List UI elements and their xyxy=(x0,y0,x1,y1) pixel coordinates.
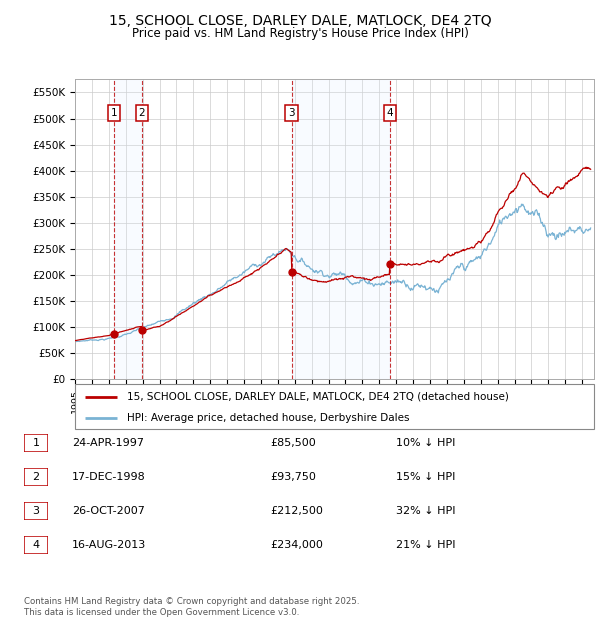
Text: 21% ↓ HPI: 21% ↓ HPI xyxy=(396,540,455,550)
FancyBboxPatch shape xyxy=(24,502,48,520)
Text: 3: 3 xyxy=(289,108,295,118)
Text: 4: 4 xyxy=(386,108,393,118)
Text: Contains HM Land Registry data © Crown copyright and database right 2025.: Contains HM Land Registry data © Crown c… xyxy=(24,597,359,606)
Text: 16-AUG-2013: 16-AUG-2013 xyxy=(72,540,146,550)
Bar xyxy=(292,79,390,379)
Text: 17-DEC-1998: 17-DEC-1998 xyxy=(72,472,146,482)
Text: 15% ↓ HPI: 15% ↓ HPI xyxy=(396,472,455,482)
FancyBboxPatch shape xyxy=(24,468,48,487)
Text: 15, SCHOOL CLOSE, DARLEY DALE, MATLOCK, DE4 2TQ: 15, SCHOOL CLOSE, DARLEY DALE, MATLOCK, … xyxy=(109,14,491,28)
FancyBboxPatch shape xyxy=(24,434,48,453)
Text: 15, SCHOOL CLOSE, DARLEY DALE, MATLOCK, DE4 2TQ (detached house): 15, SCHOOL CLOSE, DARLEY DALE, MATLOCK, … xyxy=(127,392,509,402)
Text: £212,500: £212,500 xyxy=(270,506,323,516)
Text: 1: 1 xyxy=(111,108,118,118)
Text: 2: 2 xyxy=(32,472,40,482)
Text: This data is licensed under the Open Government Licence v3.0.: This data is licensed under the Open Gov… xyxy=(24,608,299,617)
Text: Price paid vs. HM Land Registry's House Price Index (HPI): Price paid vs. HM Land Registry's House … xyxy=(131,27,469,40)
Text: 2: 2 xyxy=(139,108,145,118)
Text: 1: 1 xyxy=(32,438,40,448)
Text: £85,500: £85,500 xyxy=(270,438,316,448)
Text: 26-OCT-2007: 26-OCT-2007 xyxy=(72,506,145,516)
Text: 32% ↓ HPI: 32% ↓ HPI xyxy=(396,506,455,516)
FancyBboxPatch shape xyxy=(24,536,48,554)
Text: 24-APR-1997: 24-APR-1997 xyxy=(72,438,144,448)
Text: £93,750: £93,750 xyxy=(270,472,316,482)
Text: £234,000: £234,000 xyxy=(270,540,323,550)
Text: 10% ↓ HPI: 10% ↓ HPI xyxy=(396,438,455,448)
Text: 4: 4 xyxy=(32,540,40,550)
FancyBboxPatch shape xyxy=(75,384,594,429)
Text: 3: 3 xyxy=(32,506,40,516)
Text: HPI: Average price, detached house, Derbyshire Dales: HPI: Average price, detached house, Derb… xyxy=(127,413,409,423)
Bar xyxy=(114,79,142,379)
